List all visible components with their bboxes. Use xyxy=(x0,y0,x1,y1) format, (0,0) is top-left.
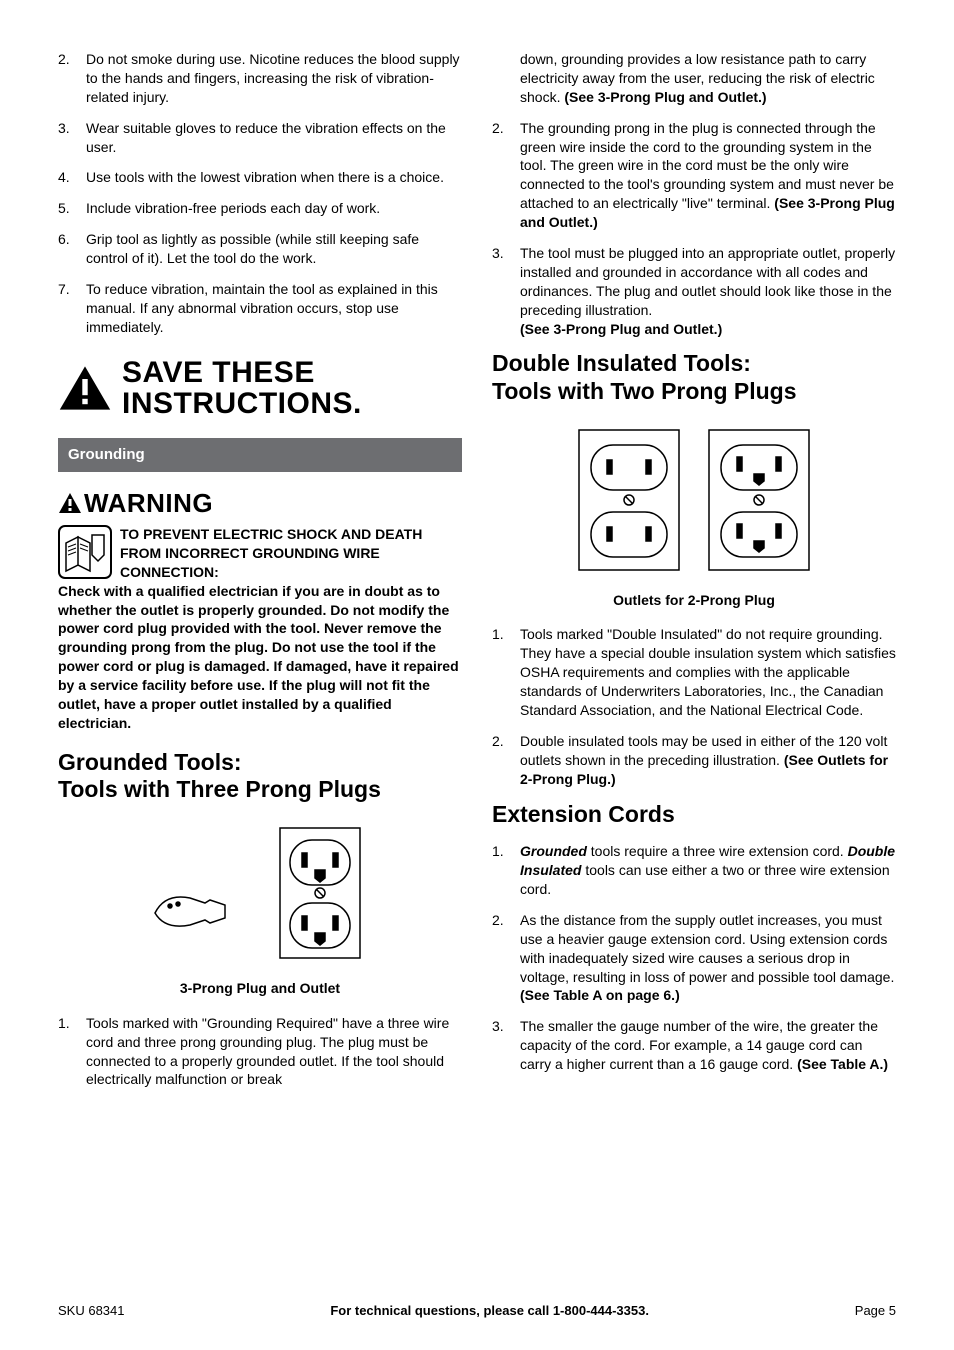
two-prong-figure: Outlets for 2-Prong Plug xyxy=(492,420,896,610)
item-text: As the distance from the supply outlet i… xyxy=(520,912,894,985)
list-num: 4. xyxy=(58,168,86,187)
list-num: 3. xyxy=(492,1017,520,1074)
warning-small-icon xyxy=(58,492,82,514)
list-num: 2. xyxy=(492,119,520,232)
grounding-section-bar: Grounding xyxy=(58,438,462,472)
list-num: 1. xyxy=(492,625,520,719)
list-text: Include vibration-free periods each day … xyxy=(86,199,462,218)
list-num: 1. xyxy=(58,1014,86,1090)
mid-text: tools require a three wire extension cor… xyxy=(587,843,848,859)
list-text: Do not smoke during use. Nicotine reduce… xyxy=(86,50,462,107)
list-text: Tools marked "Double Insulated" do not r… xyxy=(520,625,896,719)
page-footer: SKU 68341 For technical questions, pleas… xyxy=(58,1302,896,1320)
list-num: 2. xyxy=(492,732,520,789)
grounded-list: 1.Tools marked with "Grounding Required"… xyxy=(58,1014,462,1090)
heading-line2: Tools with Two Prong Plugs xyxy=(492,378,797,404)
footer-page: Page 5 xyxy=(855,1302,896,1320)
list-text: Grounded tools require a three wire exte… xyxy=(520,842,896,899)
footer-sku: SKU 68341 xyxy=(58,1302,125,1320)
warning-continuation: Check with a qualified electrician if yo… xyxy=(58,582,462,733)
list-text: The grounding prong in the plug is conne… xyxy=(520,119,896,232)
list-num: 2. xyxy=(58,50,86,107)
footer-phone: For technical questions, please call 1-8… xyxy=(330,1302,649,1320)
item-text: The tool must be plugged into an appropr… xyxy=(520,245,895,318)
item-bold: (See Table A on page 6.) xyxy=(520,987,680,1003)
double-insulated-heading: Double Insulated Tools: Tools with Two P… xyxy=(492,350,896,405)
cont-bold: (See 3-Prong Plug and Outlet.) xyxy=(564,89,766,105)
list-text: down, grounding provides a low resistanc… xyxy=(520,50,896,107)
list-num: 2. xyxy=(492,911,520,1005)
heading-line1: Double Insulated Tools: xyxy=(492,350,751,376)
three-prong-icon xyxy=(150,818,370,968)
list-text: To reduce vibration, maintain the tool a… xyxy=(86,280,462,337)
list-num: 7. xyxy=(58,280,86,337)
list-text: Use tools with the lowest vibration when… xyxy=(86,168,462,187)
bold-italic: Grounded xyxy=(520,843,587,859)
save-line1: SAVE THESE xyxy=(122,357,362,389)
list-num: 3. xyxy=(58,119,86,157)
list-num: 3. xyxy=(492,244,520,338)
grounded-tools-heading: Grounded Tools: Tools with Three Prong P… xyxy=(58,749,462,804)
list-num xyxy=(492,50,520,107)
left-column: 2.Do not smoke during use. Nicotine redu… xyxy=(58,50,462,1101)
figure1-caption: 3-Prong Plug and Outlet xyxy=(58,979,462,998)
item-bold: (See Table A.) xyxy=(797,1056,888,1072)
save-instructions-heading: SAVE THESE INSTRUCTIONS. xyxy=(58,357,462,420)
list-num: 5. xyxy=(58,199,86,218)
list-text: The smaller the gauge number of the wire… xyxy=(520,1017,896,1074)
list-text: Grip tool as lightly as possible (while … xyxy=(86,230,462,268)
warning-body: TO PREVENT ELECTRIC SHOCK AND DEATH FROM… xyxy=(58,525,462,582)
warning-header: WARNING xyxy=(58,486,462,521)
grounded-list-cont: down, grounding provides a low resistanc… xyxy=(492,50,896,338)
list-text: Double insulated tools may be used in ei… xyxy=(520,732,896,789)
warning-word: WARNING xyxy=(84,486,213,521)
list-text: As the distance from the supply outlet i… xyxy=(520,911,896,1005)
read-manual-icon xyxy=(58,525,112,579)
three-prong-figure: 3-Prong Plug and Outlet xyxy=(58,818,462,998)
item-bold: (See 3-Prong Plug and Outlet.) xyxy=(520,321,722,337)
warning-triangle-icon xyxy=(58,364,112,412)
figure2-caption: Outlets for 2-Prong Plug xyxy=(492,591,896,610)
heading-line2: Tools with Three Prong Plugs xyxy=(58,776,381,802)
list-text: The tool must be plugged into an appropr… xyxy=(520,244,896,338)
list-text: Tools marked with "Grounding Required" h… xyxy=(86,1014,462,1090)
double-insulated-list: 1.Tools marked "Double Insulated" do not… xyxy=(492,625,896,788)
two-prong-icon xyxy=(549,420,839,580)
save-line2: INSTRUCTIONS. xyxy=(122,388,362,420)
list-num: 6. xyxy=(58,230,86,268)
vibration-list: 2.Do not smoke during use. Nicotine redu… xyxy=(58,50,462,337)
extension-cords-list: 1.Grounded tools require a three wire ex… xyxy=(492,842,896,1074)
list-num: 1. xyxy=(492,842,520,899)
list-text: Wear suitable gloves to reduce the vibra… xyxy=(86,119,462,157)
heading-line1: Grounded Tools: xyxy=(58,749,242,775)
warning-lead: TO PREVENT ELECTRIC SHOCK AND DEATH FROM… xyxy=(120,526,422,580)
extension-cords-heading: Extension Cords xyxy=(492,801,896,829)
right-column: down, grounding provides a low resistanc… xyxy=(492,50,896,1101)
